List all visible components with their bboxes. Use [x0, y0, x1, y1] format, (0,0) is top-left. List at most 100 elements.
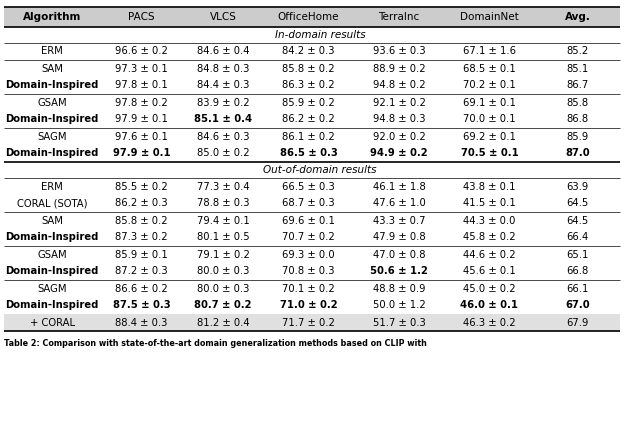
Text: 50.6 ± 1.2: 50.6 ± 1.2	[370, 266, 428, 277]
Text: 85.9 ± 0.2: 85.9 ± 0.2	[282, 98, 335, 107]
Text: Avg.: Avg.	[564, 12, 591, 22]
Text: OfficeHome: OfficeHome	[278, 12, 339, 22]
Text: 69.1 ± 0.1: 69.1 ± 0.1	[463, 98, 516, 107]
Text: 87.3 ± 0.2: 87.3 ± 0.2	[115, 232, 168, 242]
Text: GSAM: GSAM	[37, 98, 67, 107]
Text: 68.5 ± 0.1: 68.5 ± 0.1	[463, 64, 516, 74]
Text: SAGM: SAGM	[37, 283, 67, 293]
Bar	[4, 314, 620, 331]
Text: 87.5 ± 0.3: 87.5 ± 0.3	[113, 301, 170, 311]
Text: 47.9 ± 0.8: 47.9 ± 0.8	[372, 232, 426, 242]
Text: Domain-Inspired: Domain-Inspired	[5, 149, 99, 158]
Text: Domain-Inspired: Domain-Inspired	[5, 301, 99, 311]
Text: Domain-Inspired: Domain-Inspired	[5, 232, 99, 242]
Text: 70.7 ± 0.2: 70.7 ± 0.2	[282, 232, 335, 242]
Text: Domain-Inspired: Domain-Inspired	[5, 80, 99, 91]
Text: 70.8 ± 0.3: 70.8 ± 0.3	[282, 266, 335, 277]
Text: 85.9 ± 0.1: 85.9 ± 0.1	[115, 250, 168, 259]
Text: 45.8 ± 0.2: 45.8 ± 0.2	[463, 232, 516, 242]
Text: + CORAL: + CORAL	[29, 317, 74, 328]
Text: 71.7 ± 0.2: 71.7 ± 0.2	[282, 317, 335, 328]
Text: 97.8 ± 0.2: 97.8 ± 0.2	[115, 98, 168, 107]
Text: 80.1 ± 0.5: 80.1 ± 0.5	[196, 232, 250, 242]
Text: 92.0 ± 0.2: 92.0 ± 0.2	[372, 131, 426, 141]
Text: TerraInc: TerraInc	[378, 12, 420, 22]
Text: Table 2: Comparison with state-of-the-art domain generalization methods based on: Table 2: Comparison with state-of-the-ar…	[4, 339, 427, 348]
Text: 43.8 ± 0.1: 43.8 ± 0.1	[463, 181, 516, 192]
Text: Algorithm: Algorithm	[23, 12, 81, 22]
Text: 46.1 ± 1.8: 46.1 ± 1.8	[372, 181, 426, 192]
Text: 85.5 ± 0.2: 85.5 ± 0.2	[115, 181, 168, 192]
Text: 51.7 ± 0.3: 51.7 ± 0.3	[372, 317, 426, 328]
Text: 67.9: 67.9	[566, 317, 589, 328]
Text: PACS: PACS	[128, 12, 155, 22]
Text: 85.0 ± 0.2: 85.0 ± 0.2	[196, 149, 250, 158]
Text: DomainNet: DomainNet	[460, 12, 519, 22]
Text: 86.2 ± 0.2: 86.2 ± 0.2	[282, 115, 335, 125]
Text: 84.2 ± 0.3: 84.2 ± 0.3	[282, 46, 335, 56]
Text: 70.2 ± 0.1: 70.2 ± 0.1	[463, 80, 516, 91]
Text: VLCS: VLCS	[209, 12, 236, 22]
Text: 97.9 ± 0.1: 97.9 ± 0.1	[113, 149, 170, 158]
Text: 97.6 ± 0.1: 97.6 ± 0.1	[115, 131, 168, 141]
Text: 79.1 ± 0.2: 79.1 ± 0.2	[196, 250, 250, 259]
Text: 70.5 ± 0.1: 70.5 ± 0.1	[461, 149, 518, 158]
Text: SAM: SAM	[41, 64, 63, 74]
Text: SAM: SAM	[41, 216, 63, 226]
Text: 85.9: 85.9	[566, 131, 589, 141]
Text: 67.0: 67.0	[565, 301, 590, 311]
Text: 67.1 ± 1.6: 67.1 ± 1.6	[463, 46, 516, 56]
Text: 50.0 ± 1.2: 50.0 ± 1.2	[372, 301, 426, 311]
Text: 46.3 ± 0.2: 46.3 ± 0.2	[463, 317, 516, 328]
Text: 94.8 ± 0.3: 94.8 ± 0.3	[372, 115, 425, 125]
Text: 65.1: 65.1	[566, 250, 589, 259]
Text: 84.6 ± 0.3: 84.6 ± 0.3	[196, 131, 249, 141]
Text: 48.8 ± 0.9: 48.8 ± 0.9	[372, 283, 425, 293]
Text: 47.6 ± 1.0: 47.6 ± 1.0	[372, 198, 426, 208]
Text: 84.4 ± 0.3: 84.4 ± 0.3	[197, 80, 249, 91]
Text: 83.9 ± 0.2: 83.9 ± 0.2	[196, 98, 250, 107]
Text: 97.3 ± 0.1: 97.3 ± 0.1	[115, 64, 168, 74]
Text: 70.1 ± 0.2: 70.1 ± 0.2	[282, 283, 335, 293]
Text: 77.3 ± 0.4: 77.3 ± 0.4	[196, 181, 250, 192]
Text: 96.6 ± 0.2: 96.6 ± 0.2	[115, 46, 168, 56]
Text: 86.5 ± 0.3: 86.5 ± 0.3	[280, 149, 337, 158]
Text: 41.5 ± 0.1: 41.5 ± 0.1	[463, 198, 516, 208]
Text: 94.8 ± 0.2: 94.8 ± 0.2	[372, 80, 426, 91]
Text: 70.0 ± 0.1: 70.0 ± 0.1	[463, 115, 516, 125]
Text: 86.6 ± 0.2: 86.6 ± 0.2	[115, 283, 168, 293]
Text: ERM: ERM	[41, 181, 63, 192]
Text: 69.6 ± 0.1: 69.6 ± 0.1	[282, 216, 335, 226]
Text: ERM: ERM	[41, 46, 63, 56]
Text: GSAM: GSAM	[37, 250, 67, 259]
Text: In-domain results: In-domain results	[275, 30, 365, 40]
Text: 69.3 ± 0.0: 69.3 ± 0.0	[282, 250, 335, 259]
Text: 78.8 ± 0.3: 78.8 ± 0.3	[196, 198, 249, 208]
Text: 79.4 ± 0.1: 79.4 ± 0.1	[196, 216, 250, 226]
Text: 97.8 ± 0.1: 97.8 ± 0.1	[115, 80, 168, 91]
Text: 85.1 ± 0.4: 85.1 ± 0.4	[194, 115, 252, 125]
Text: 85.8 ± 0.2: 85.8 ± 0.2	[282, 64, 335, 74]
Text: 86.8: 86.8	[566, 115, 589, 125]
Text: Domain-Inspired: Domain-Inspired	[5, 266, 99, 277]
Text: 85.1: 85.1	[566, 64, 589, 74]
Text: 66.1: 66.1	[566, 283, 589, 293]
Text: Out-of-domain results: Out-of-domain results	[263, 165, 377, 175]
Text: CORAL (SOTA): CORAL (SOTA)	[17, 198, 87, 208]
Text: 86.3 ± 0.2: 86.3 ± 0.2	[282, 80, 335, 91]
Text: 87.2 ± 0.3: 87.2 ± 0.3	[115, 266, 168, 277]
Text: 84.8 ± 0.3: 84.8 ± 0.3	[197, 64, 249, 74]
Text: 47.0 ± 0.8: 47.0 ± 0.8	[372, 250, 425, 259]
Text: 85.8: 85.8	[566, 98, 589, 107]
Text: 97.9 ± 0.1: 97.9 ± 0.1	[115, 115, 168, 125]
Text: 68.7 ± 0.3: 68.7 ± 0.3	[282, 198, 335, 208]
Text: 86.1 ± 0.2: 86.1 ± 0.2	[282, 131, 335, 141]
Text: 63.9: 63.9	[566, 181, 589, 192]
Text: 85.8 ± 0.2: 85.8 ± 0.2	[115, 216, 168, 226]
Text: 43.3 ± 0.7: 43.3 ± 0.7	[372, 216, 425, 226]
Text: 45.6 ± 0.1: 45.6 ± 0.1	[463, 266, 516, 277]
Text: SAGM: SAGM	[37, 131, 67, 141]
Text: 64.5: 64.5	[566, 216, 589, 226]
Text: 80.0 ± 0.3: 80.0 ± 0.3	[197, 266, 249, 277]
Text: 85.2: 85.2	[566, 46, 589, 56]
